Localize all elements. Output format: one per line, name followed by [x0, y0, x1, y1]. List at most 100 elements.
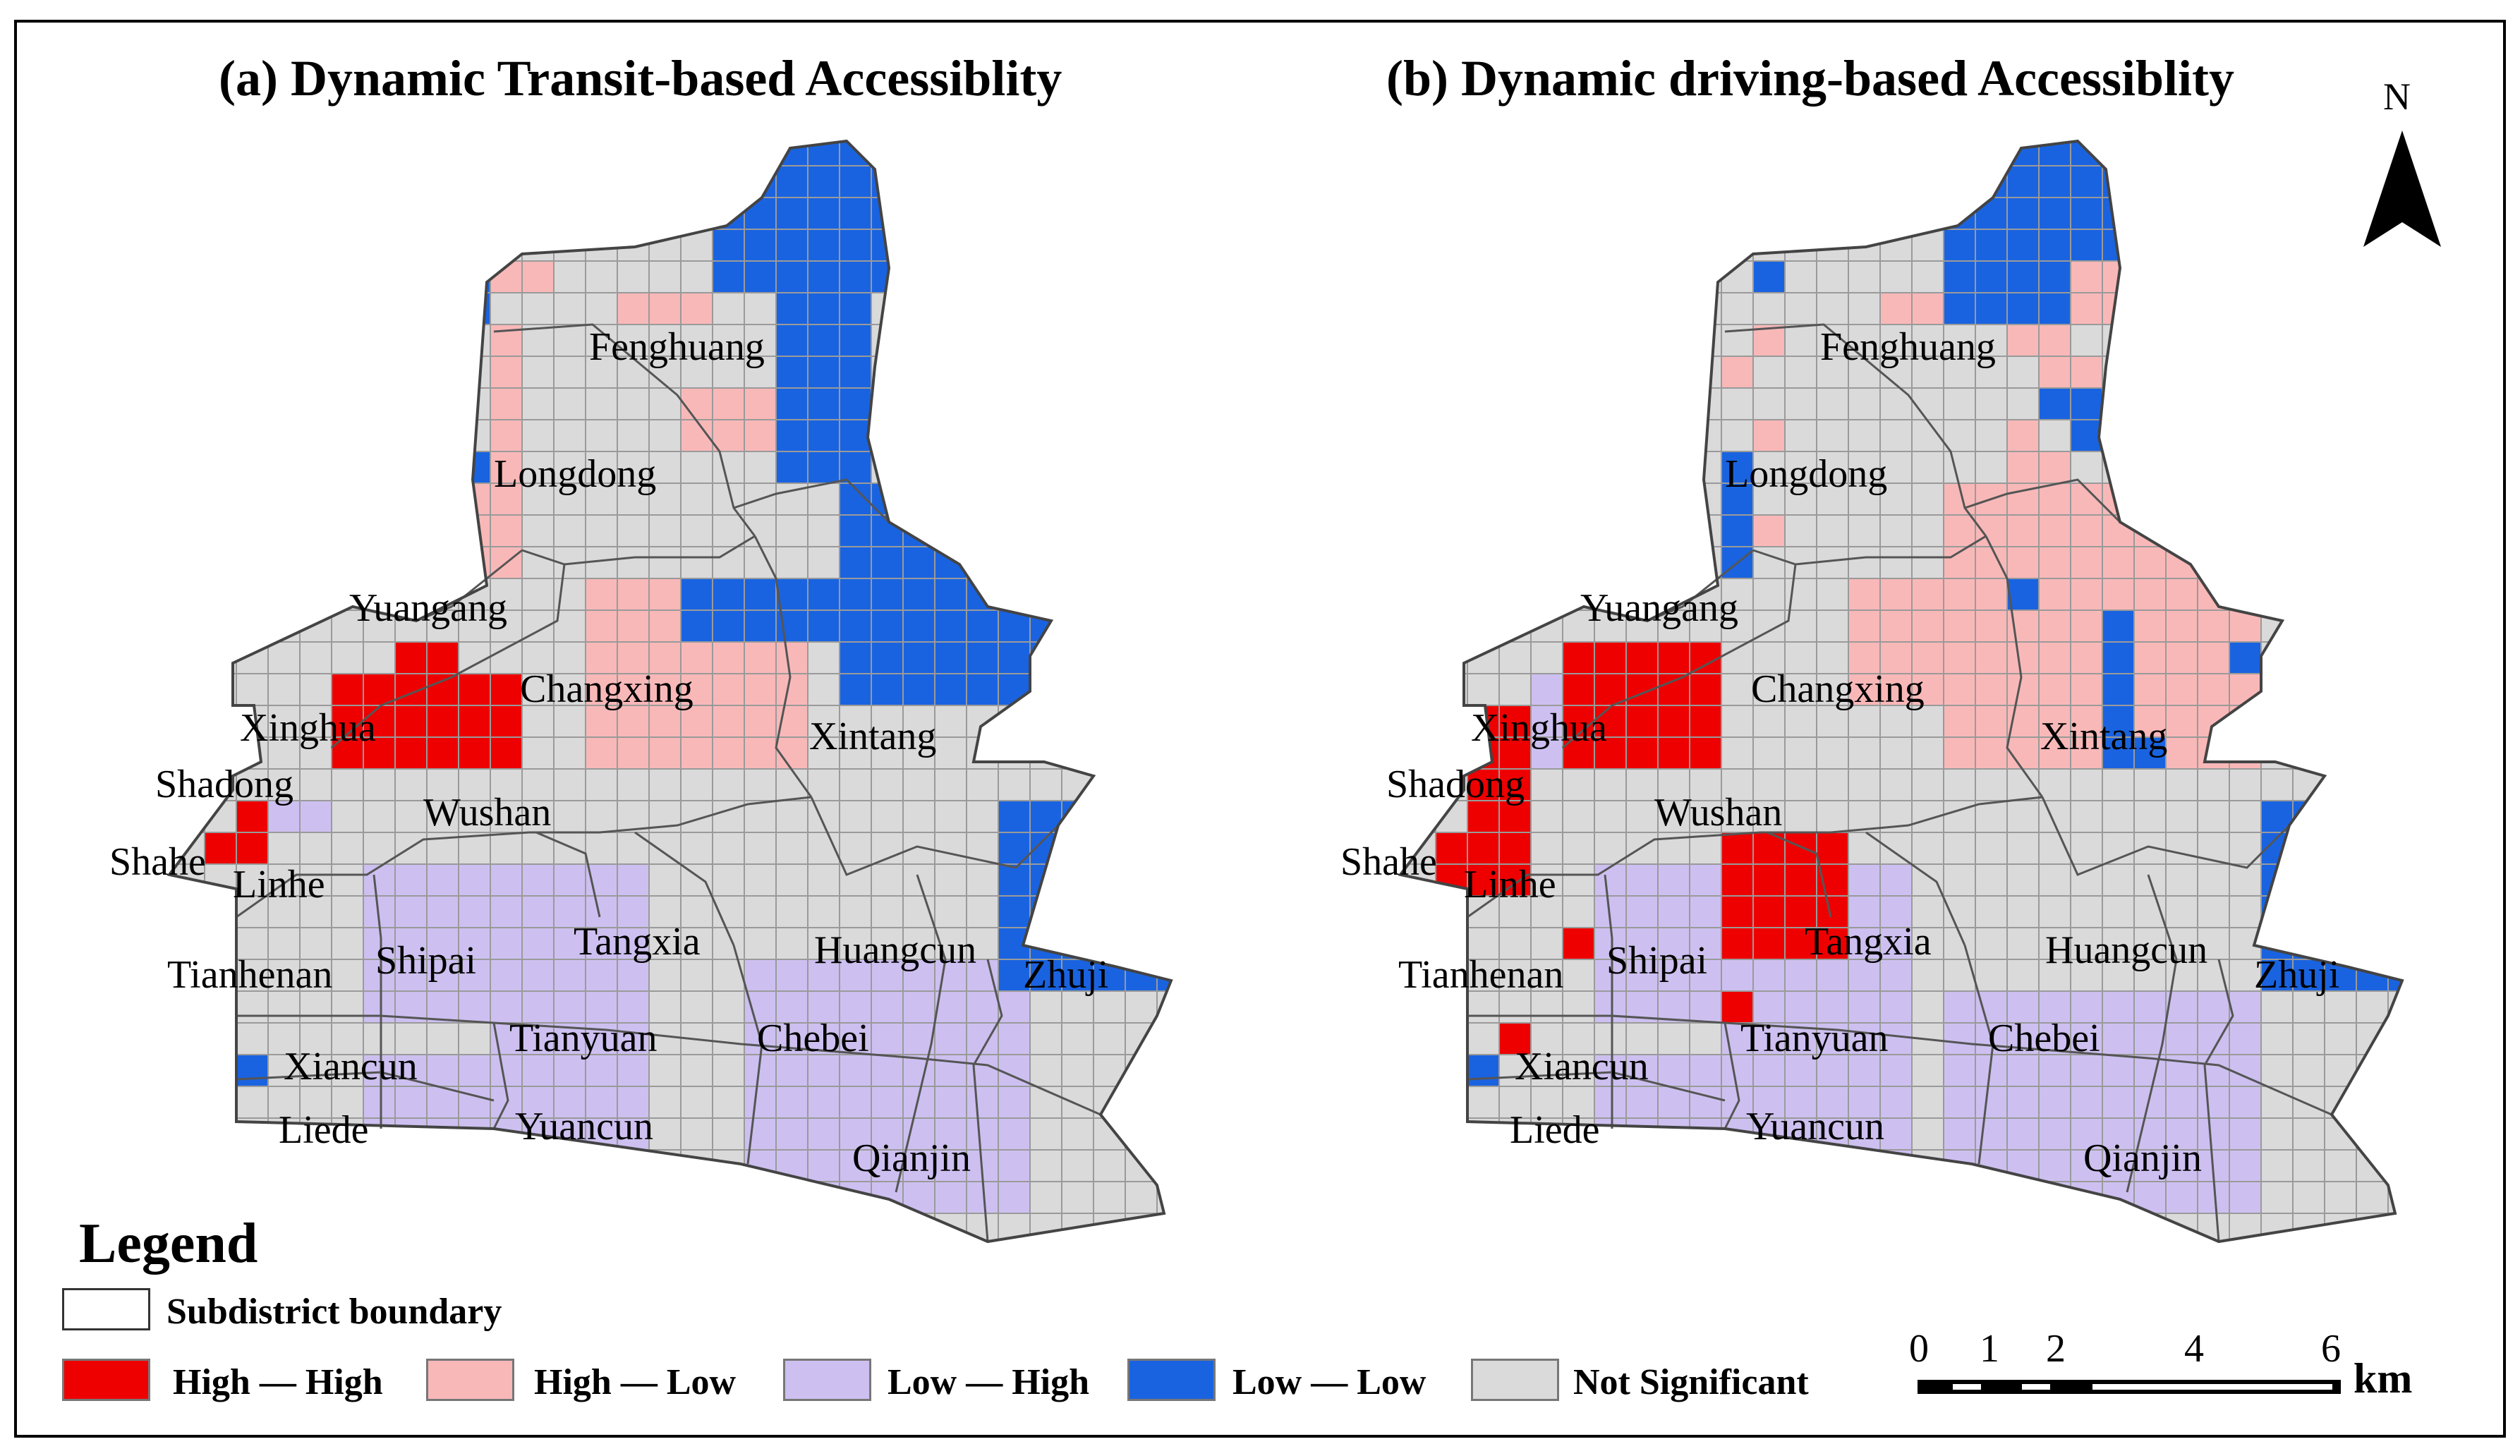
grid-cell-low-low	[966, 483, 999, 516]
grid-cell-not-significant	[394, 324, 428, 357]
grid-cell-not-significant	[204, 292, 237, 325]
grid-cell-high-low	[2133, 609, 2167, 643]
grid-cell-not-significant	[490, 578, 523, 611]
grid-cell-low-high	[394, 1149, 428, 1182]
grid-cell-not-significant	[2324, 1117, 2357, 1151]
grid-cell-not-significant	[902, 736, 935, 770]
grid-cell-low-low	[2133, 324, 2167, 357]
grid-cell-not-significant	[934, 895, 967, 928]
grid-cell-not-significant	[1562, 1213, 1595, 1242]
grid-cell-not-significant	[2007, 1245, 2039, 1277]
grid-cell-low-low	[2387, 959, 2402, 992]
grid-cell-not-significant	[363, 292, 396, 325]
grid-cell-not-significant	[648, 1117, 682, 1151]
grid-cell-not-significant	[169, 260, 174, 293]
grid-cell-not-significant	[1467, 514, 1500, 547]
grid-cell-low-low	[998, 863, 1031, 897]
grid-cell-not-significant	[1189, 1023, 1220, 1055]
grid-cell-not-significant	[1657, 1213, 1690, 1242]
grid-cell-not-significant	[1594, 768, 1627, 801]
grid-cell-low-low	[1125, 863, 1158, 897]
grid-cell-not-significant	[617, 141, 650, 166]
grid-cell-low-low	[2324, 800, 2357, 833]
grid-cell-not-significant	[1975, 451, 2008, 484]
grid-cell-not-significant	[204, 1149, 237, 1182]
subdistrict-boundary	[634, 831, 735, 946]
panel-b-title: (b) Dynamic driving-based Accessiblity	[1386, 50, 2235, 107]
subdistrict-label-yuangang: Yuangang	[1580, 586, 1738, 630]
grid-cell-not-significant	[299, 673, 332, 706]
grid-cell-not-significant	[1562, 1054, 1595, 1087]
grid-cell-high-high	[1467, 832, 1500, 865]
grid-cell-not-significant	[1093, 546, 1126, 579]
grid-cell-low-low	[1156, 165, 1171, 198]
grid-cell-low-high	[1657, 1149, 1690, 1182]
grid-cell-low-low	[2420, 896, 2452, 928]
grid-cell-not-significant	[2197, 863, 2230, 897]
grid-cell-high-low	[1975, 736, 2008, 770]
grid-cell-low-high	[394, 895, 428, 928]
grid-cell-not-significant	[458, 641, 491, 674]
grid-cell-low-low	[1093, 609, 1126, 643]
grid-cell-low-high	[1943, 1054, 1976, 1087]
grid-cell-high-low	[2165, 292, 2198, 325]
grid-cell-not-significant	[2292, 609, 2325, 643]
grid-cell-not-significant	[331, 641, 364, 674]
grid-cell-not-significant	[1594, 260, 1627, 293]
grid-cell-not-significant	[1879, 1181, 1913, 1214]
grid-cell-not-significant	[1911, 165, 1944, 198]
grid-cell-low-low	[1156, 800, 1171, 833]
grid-cell-not-significant	[2420, 324, 2452, 356]
grid-cell-not-significant	[712, 863, 745, 897]
grid-cell-not-significant	[1125, 546, 1158, 579]
grid-cell-not-significant	[2420, 547, 2452, 578]
grid-cell-not-significant	[1435, 419, 1468, 452]
grid-cell-low-high	[2229, 1086, 2262, 1119]
subdistrict-label-changxing: Changxing	[1751, 667, 1925, 711]
grid-cell-high-high	[1657, 736, 1690, 770]
grid-cell-not-significant	[2292, 990, 2325, 1024]
grid-cell-not-significant	[1403, 1181, 1436, 1214]
grid-cell-low-low	[1061, 197, 1094, 230]
grid-cell-not-significant	[1625, 387, 1659, 420]
grid-cell-low-low	[2133, 356, 2167, 389]
grid-cell-low-high	[1943, 1181, 1976, 1214]
grid-cell-low-high	[2038, 1117, 2071, 1151]
grid-cell-not-significant	[267, 483, 301, 516]
grid-cell-high-low	[2197, 736, 2230, 770]
grid-cell-low-low	[934, 673, 967, 706]
grid-cell-not-significant	[426, 387, 459, 420]
grid-cell-not-significant	[1657, 141, 1690, 166]
grid-cell-low-high	[871, 1086, 904, 1119]
grid-cell-low-low	[934, 514, 967, 547]
grid-cell-not-significant	[1189, 293, 1220, 324]
subdistrict-boundary	[1767, 831, 1832, 918]
grid-cell-not-significant	[2387, 1213, 2402, 1242]
grid-cell-not-significant	[1125, 1181, 1158, 1214]
grid-cell-not-significant	[1721, 1245, 1753, 1277]
grid-cell-not-significant	[2165, 800, 2198, 833]
grid-cell-not-significant	[1784, 387, 1817, 420]
grid-cell-not-significant	[2006, 832, 2040, 865]
grid-cell-not-significant	[1189, 991, 1220, 1023]
grid-cell-not-significant	[2229, 895, 2262, 928]
grid-cell-low-high	[2006, 1181, 2040, 1214]
grid-cell-low-low	[1189, 674, 1220, 705]
grid-cell-not-significant	[1061, 546, 1094, 579]
grid-cell-not-significant	[1061, 514, 1094, 547]
grid-cell-not-significant	[169, 356, 174, 389]
grid-cell-not-significant	[2356, 1054, 2389, 1087]
grid-cell-not-significant	[553, 1213, 586, 1242]
grid-cell-not-significant	[267, 514, 301, 547]
grid-cell-low-low	[1156, 863, 1171, 897]
grid-cell-not-significant	[1848, 141, 1881, 166]
grid-cell-not-significant	[1061, 990, 1094, 1024]
grid-cell-low-low	[2070, 419, 2103, 452]
grid-cell-not-significant	[1435, 229, 1468, 262]
grid-cell-not-significant	[1400, 292, 1405, 325]
grid-cell-not-significant	[236, 768, 269, 801]
grid-cell-low-low	[744, 141, 777, 166]
grid-cell-not-significant	[299, 959, 332, 992]
grid-cell-not-significant	[1400, 1213, 1405, 1242]
grid-cell-not-significant	[1400, 1149, 1405, 1182]
